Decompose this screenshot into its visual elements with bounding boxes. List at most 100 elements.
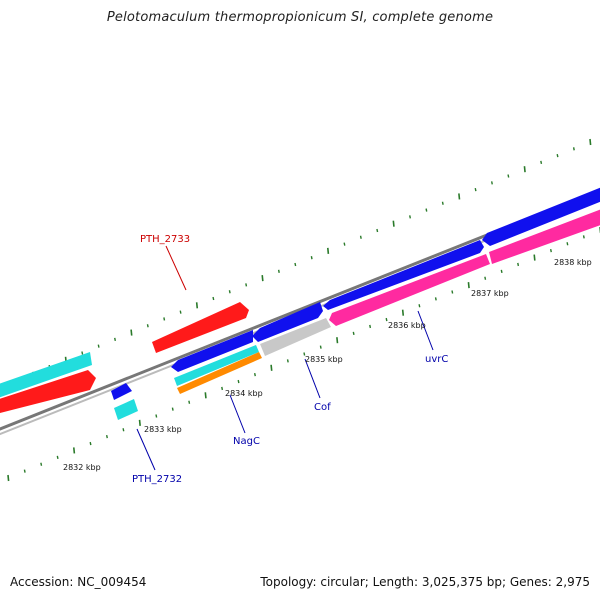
minor-tick [253,373,256,377]
gene-cof-gray[interactable] [260,318,331,356]
tick-marks [0,138,600,482]
minor-tick [146,324,149,328]
minor-tick [385,317,388,322]
label-pth2732: PTH_2732 [132,474,182,485]
major-tick [467,282,470,289]
leader-pth2733 [165,245,187,291]
minor-tick [89,441,92,446]
label-uvrc: uvrC [425,354,448,365]
gene-cyan-left[interactable] [0,352,92,400]
minor-tick [179,310,182,314]
major-tick [195,302,199,309]
minor-tick [507,174,510,178]
gene-right-blue[interactable] [482,183,600,246]
minor-tick [474,188,477,192]
minor-tick [572,147,575,151]
accession-text: Accession: NC_009454 [10,575,147,589]
minor-tick [23,469,26,473]
major-tick [138,419,141,426]
gene-pth2733[interactable] [152,302,249,353]
minor-tick [490,181,493,185]
minor-tick [359,235,362,239]
leader-nagc [229,394,246,434]
minor-tick [409,215,412,219]
gene-nagc-orange[interactable] [177,352,262,394]
genome-summary-text: Topology: circular; Length: 3,025,375 bp… [260,575,590,589]
minor-tick [549,249,552,253]
minor-tick [97,344,100,348]
major-tick [401,309,405,316]
minor-tick [451,290,454,294]
minor-tick [310,256,313,260]
leader-pth2732 [136,428,156,471]
kbp-label-2835: 2835 kbp [305,355,343,364]
minor-tick [81,351,84,355]
gene-right-pink[interactable] [489,205,600,264]
major-tick [261,275,264,282]
major-tick [270,364,273,371]
minor-tick [303,352,306,356]
minor-tick [286,359,289,363]
minor-tick [343,242,346,246]
minor-tick [277,269,280,273]
gene-uvrc-blue[interactable] [323,240,484,310]
gene-nagc-blue[interactable] [171,330,253,372]
minor-tick [163,317,166,321]
label-cof: Cof [314,402,331,413]
kbp-label-2832: 2832 kbp [63,463,101,472]
gene-cof-blue[interactable] [252,302,323,342]
major-tick [7,474,10,482]
major-tick [336,337,339,344]
major-tick [204,392,207,399]
gene-pth2732-blue[interactable] [111,383,132,400]
major-tick [589,138,592,146]
minor-tick [221,386,224,391]
minor-tick [212,296,215,301]
minor-tick [556,153,559,158]
minor-tick [484,276,487,280]
minor-tick [425,208,428,212]
minor-tick [294,262,297,267]
kbp-label-2838: 2838 kbp [554,258,592,267]
minor-tick [566,242,569,246]
minor-tick [56,455,59,459]
minor-tick [441,201,444,205]
minor-tick [434,297,437,301]
major-tick [458,193,461,200]
label-pth2733: PTH_2733 [140,234,190,245]
major-tick [523,166,526,173]
kbp-label-2836: 2836 kbp [388,321,426,330]
minor-tick [500,269,503,273]
major-tick [72,447,76,454]
major-tick [533,254,536,261]
minor-tick [228,290,231,294]
minor-tick [114,337,117,341]
label-nagc: NagC [233,436,260,447]
major-tick [326,247,330,254]
minor-tick [369,324,372,329]
major-tick [130,329,133,336]
minor-tick [105,435,108,439]
kbp-label-2834: 2834 kbp [225,389,263,398]
minor-tick [237,379,240,384]
minor-tick [40,462,43,466]
minor-tick [245,283,248,287]
minor-tick [319,345,322,349]
gene-nagc-cyan[interactable] [174,345,259,386]
gene-red-left[interactable] [0,370,96,415]
minor-tick [582,235,585,239]
leader-uvrc [417,310,434,351]
kbp-label-2837: 2837 kbp [471,289,509,298]
minor-tick [540,160,543,165]
minor-tick [155,414,158,418]
gene-uvrc-pink[interactable] [329,254,490,326]
minor-tick [517,262,520,267]
minor-tick [418,304,421,308]
major-tick [392,220,395,227]
minor-tick [171,407,174,411]
minor-tick [188,400,191,404]
minor-tick [122,428,125,432]
gene-pth2732-cyan[interactable] [114,399,138,420]
kbp-label-2833: 2833 kbp [144,425,182,434]
